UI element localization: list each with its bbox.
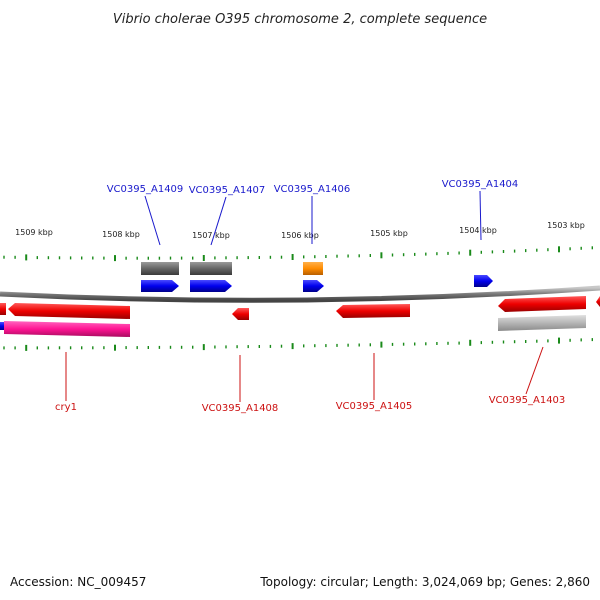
cds-arrow[interactable] — [336, 304, 410, 318]
forward-cds-track — [141, 275, 493, 292]
gene-label-forward[interactable]: VC0395_A1409 — [107, 184, 184, 195]
gene-label-forward[interactable]: VC0395_A1406 — [274, 184, 351, 195]
forward-labels: VC0395_A1409 VC0395_A1407 VC0395_A1406 V… — [107, 179, 519, 246]
leader-line — [525, 346, 544, 395]
cds-arrow[interactable] — [596, 296, 600, 307]
gene-label-reverse[interactable]: VC0395_A1403 — [489, 395, 566, 406]
gene-label-reverse[interactable]: cry1 — [55, 402, 77, 413]
tick-label-1505: 1505 kbp — [370, 229, 408, 238]
summary-text: Topology: circular; Length: 3,024,069 bp… — [259, 575, 590, 589]
pseudo-feature[interactable] — [4, 321, 130, 337]
gene-feature[interactable] — [141, 262, 179, 275]
leader-line — [144, 195, 161, 246]
accession-text: Accession: NC_009457 — [10, 575, 146, 589]
gene-feature[interactable] — [498, 315, 586, 331]
scale-labels: 1509 kbp 1508 kbp 1507 kbp 1506 kbp 1505… — [15, 221, 585, 240]
reverse-labels: cry1 VC0395_A1408 VC0395_A1405 VC0395_A1… — [55, 346, 566, 414]
leader-line — [210, 196, 227, 246]
forward-gene-track — [141, 262, 323, 275]
tick-label-1504: 1504 kbp — [459, 226, 497, 235]
gene-label-reverse[interactable]: VC0395_A1408 — [202, 403, 279, 414]
tick-label-1506: 1506 kbp — [281, 231, 319, 240]
cds-left-stub[interactable] — [0, 322, 4, 330]
cds-arrow[interactable] — [232, 308, 249, 320]
reverse-gene-track — [0, 315, 586, 337]
leader-line — [479, 190, 482, 241]
reverse-cds-track — [0, 296, 600, 320]
cds-arrow[interactable] — [303, 280, 324, 292]
gene-feature[interactable] — [190, 262, 232, 275]
gene-label-forward[interactable]: VC0395_A1407 — [189, 185, 266, 196]
cds-arrow[interactable] — [0, 303, 6, 315]
chromosome-backbone — [0, 285, 600, 303]
tick-label-1503: 1503 kbp — [547, 221, 585, 230]
tick-label-1508: 1508 kbp — [102, 230, 140, 239]
cds-arrow[interactable] — [498, 296, 586, 312]
inner-tick-ring — [3, 337, 593, 351]
cds-arrow[interactable] — [8, 303, 130, 319]
map-title: Vibrio cholerae O395 chromosome 2, compl… — [113, 12, 487, 27]
gene-label-reverse[interactable]: VC0395_A1405 — [336, 401, 413, 412]
cds-arrow[interactable] — [474, 275, 493, 287]
gene-label-forward[interactable]: VC0395_A1404 — [442, 179, 519, 190]
tick-label-1507: 1507 kbp — [192, 231, 230, 240]
rna-feature[interactable] — [303, 262, 323, 275]
outer-tick-ring — [3, 246, 593, 262]
cds-arrow[interactable] — [141, 280, 179, 292]
tick-label-1509: 1509 kbp — [15, 228, 53, 237]
cds-arrow[interactable] — [190, 280, 232, 292]
